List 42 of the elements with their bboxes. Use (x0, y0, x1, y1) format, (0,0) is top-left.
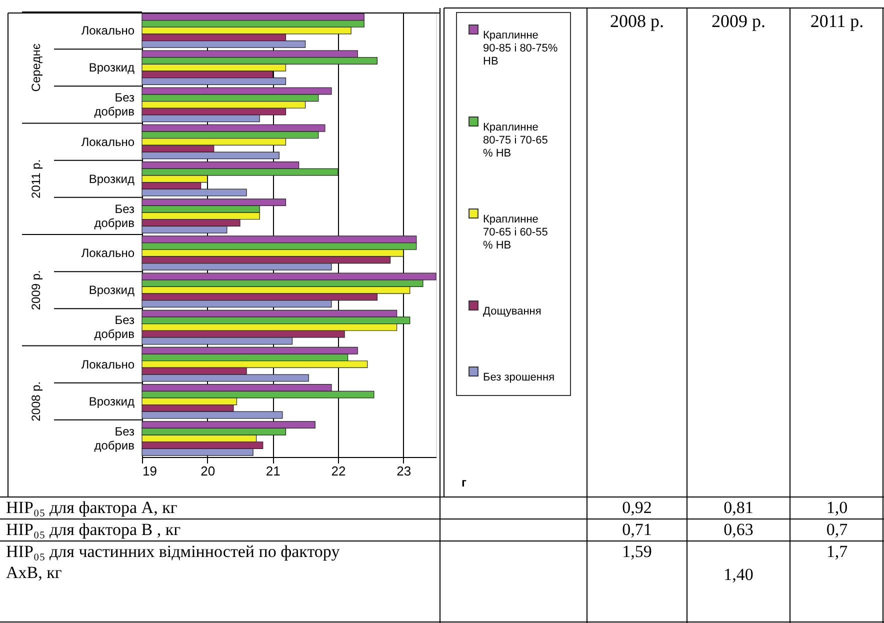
y-tick-label: Врозкид (88, 394, 134, 408)
text: 0,92 (622, 498, 652, 517)
x-tick-label: 20 (200, 464, 216, 478)
x-tick-label: 22 (331, 464, 346, 478)
legend-label: Краплинне 70-65 і 60-55 % НВ (483, 214, 548, 252)
text: НІР₀₅ для частинних відмінностей по фактору АхВ, кг (6, 542, 340, 582)
text: 1,0 (826, 498, 848, 517)
text: 0,7 (826, 520, 848, 539)
x-axis-title: г (462, 476, 466, 490)
y-tick-label: Локально (81, 24, 135, 38)
text: 2009 р. (29, 270, 43, 310)
legend-label: Дощування (483, 306, 542, 318)
text: 2011 р. (29, 159, 43, 198)
x-tick-label: 23 (396, 464, 412, 478)
y-tick-label: Локально (81, 134, 135, 149)
text: Середнє (29, 44, 43, 92)
text: 1,7 (826, 542, 848, 561)
legend-label: Без зрошення (483, 372, 555, 384)
text: 2008 р. (29, 381, 43, 422)
legend-label: Краплинне 80-75 і 70-65 % НВ (483, 122, 548, 160)
text: 2009 р. (712, 11, 766, 31)
text: НІР₀₅ для фактора В , кг (6, 520, 181, 539)
text: НІР₀₅ для фактора А, кг (6, 498, 178, 517)
y-tick-label: Без добрив (94, 90, 135, 119)
y-tick-label: Локально (81, 246, 135, 260)
y-tick-label: Врозкид (88, 60, 134, 75)
y-tick-label: Врозкид (88, 172, 134, 186)
text: 0,63 (724, 520, 754, 539)
x-tick-label: 19 (142, 464, 157, 478)
text: 0,81 (724, 498, 754, 517)
x-tick-label: 21 (266, 464, 280, 478)
y-tick-label: Без добрив (94, 313, 135, 342)
y-tick-label: Без добрив (94, 424, 135, 452)
text: 2011 р. (810, 11, 864, 31)
text: 1,59 (622, 542, 652, 561)
text: 0,71 (622, 520, 652, 539)
text: 1,40 (724, 565, 754, 584)
legend-label: Краплинне 90-85 і 80-75% НВ (483, 30, 558, 68)
y-tick-label: Врозкид (88, 283, 134, 298)
text: 2008 р. (610, 11, 664, 31)
y-tick-label: Без добрив (94, 202, 135, 230)
y-tick-label: Локально (81, 357, 135, 372)
